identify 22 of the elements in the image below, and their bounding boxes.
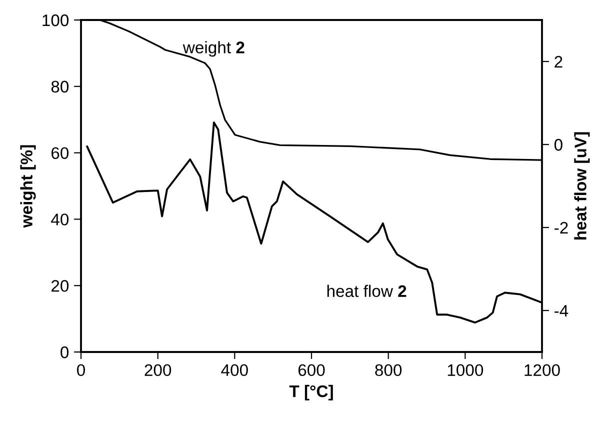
y2-tick-label: -2 <box>554 222 568 234</box>
y-tick-label: 40 <box>51 214 69 226</box>
y-tick-label: 100 <box>42 14 69 26</box>
y2-axis-title: heat flow [uV] <box>574 132 590 240</box>
x-tick-label: 1000 <box>448 364 484 376</box>
annotation: weight 2 <box>182 41 244 57</box>
x-tick-label: 200 <box>144 364 172 376</box>
y-tick-label: 60 <box>52 147 69 160</box>
x-tick-label: 400 <box>221 364 248 376</box>
y-tick-label: 0 <box>60 346 69 358</box>
x-tick-label: 600 <box>298 364 325 376</box>
y-tick-label: 20 <box>51 280 69 292</box>
x-tick-label: 800 <box>375 364 402 376</box>
y2-tick-label: 2 <box>554 56 562 68</box>
annotation: heat flow 2 <box>327 284 406 298</box>
y-axis-title: weight [%] <box>20 145 36 228</box>
x-tick-label: 0 <box>77 364 85 376</box>
y2-tick-label: -4 <box>554 305 568 317</box>
y-tick-label: 80 <box>51 80 69 93</box>
x-axis-title: T [°C] <box>289 384 333 400</box>
x-tick-label: 1200 <box>524 364 560 376</box>
y2-tick-label: 0 <box>554 138 562 151</box>
